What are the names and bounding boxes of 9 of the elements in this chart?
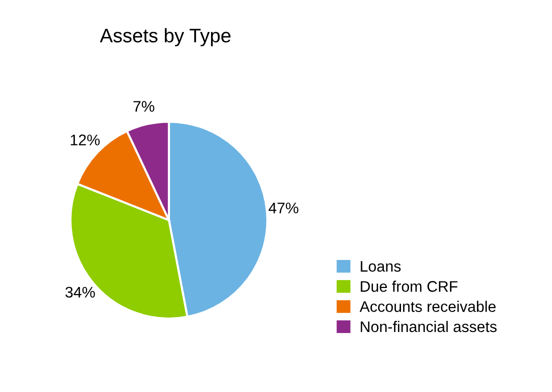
legend-label: Accounts receivable bbox=[360, 300, 496, 312]
data-label: 47% bbox=[268, 202, 298, 214]
data-label: 7% bbox=[134, 101, 154, 112]
legend-label: Due from CRF bbox=[360, 280, 458, 292]
legend-label: Non-financial assets bbox=[360, 320, 497, 332]
chart-title: Assets by Type bbox=[100, 28, 230, 46]
data-label: 12% bbox=[70, 134, 100, 146]
legend-label: Loans bbox=[360, 261, 401, 272]
data-label: 34% bbox=[65, 286, 95, 298]
